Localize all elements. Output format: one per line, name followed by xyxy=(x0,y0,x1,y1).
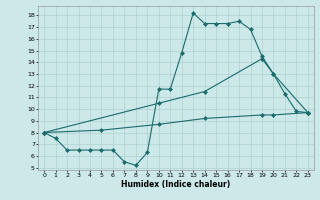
X-axis label: Humidex (Indice chaleur): Humidex (Indice chaleur) xyxy=(121,180,231,189)
